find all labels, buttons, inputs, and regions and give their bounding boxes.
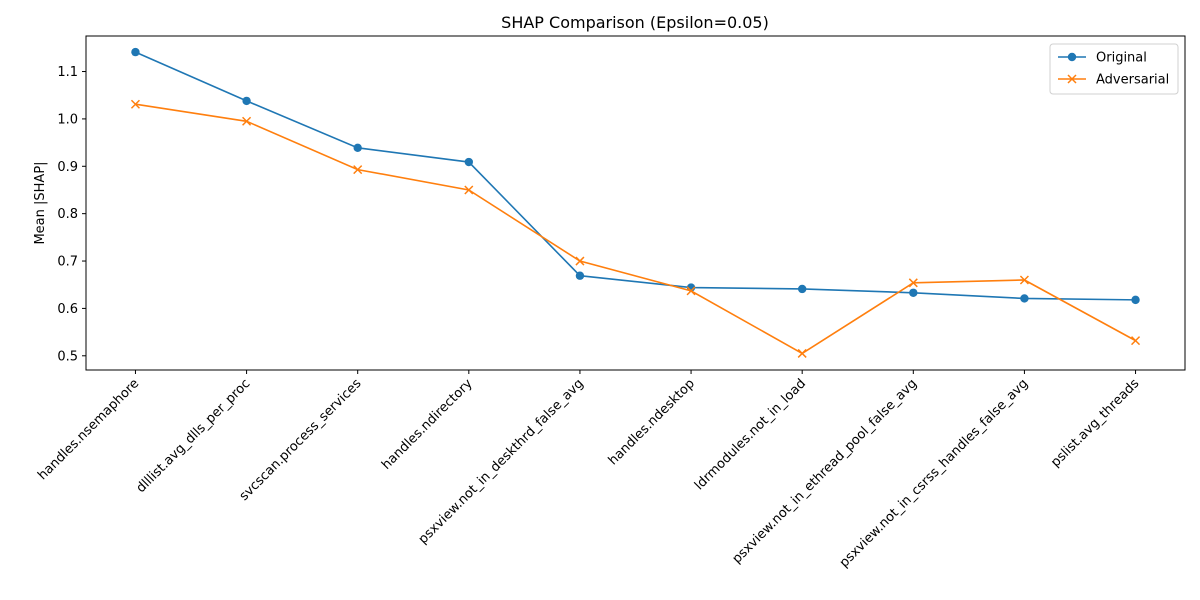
data-point [797,284,807,294]
series-adversarial [130,99,1141,358]
x-tick-label: pslist.avg_threads [1048,376,1142,470]
legend-marker [1067,74,1077,84]
y-axis-label: Mean |SHAP| [33,161,48,244]
x-tick-label: handles.nsemaphore [35,376,142,483]
series-line [135,51,1136,301]
data-point [686,286,696,296]
x-tick-label: handles.ndesktop [606,376,698,468]
legend-marker [1067,52,1077,62]
data-point [242,96,251,106]
data-point [1020,294,1029,303]
y-tick-label: 0.9 [57,160,78,175]
data-point [353,143,362,153]
data-point [464,185,474,195]
x-tick-label: ldrmodules.not_in_load [692,376,809,493]
series-line [135,103,1136,355]
y-tick-label: 0.5 [57,349,78,364]
x-tick-label: svcscan.process_services [237,376,365,504]
y-tick-label: 0.8 [57,207,78,222]
x-tick-label: handles.ndirectory [379,376,476,473]
legend-item: Original [1058,51,1147,66]
data-point [797,348,807,358]
legend-label: Original [1096,51,1147,66]
x-tick-label: psxview.not_in_ethread_pool_false_avg [730,376,921,567]
series-layer [130,47,1141,358]
legend-label: Adversarial [1096,73,1169,88]
x-tick-label: psxview.not_in_csrss_handles_false_avg [837,376,1031,570]
y-axis: 0.5 0.6 0.7 0.8 0.9 1.0 1.1 [57,65,86,364]
data-point [464,157,474,167]
y-tick-label: 1.0 [57,112,78,127]
plot-frame [85,35,1186,371]
y-tick-label: 0.6 [57,302,78,317]
data-point [575,271,585,280]
data-point [242,116,252,126]
legend: Original Adversarial [1049,43,1179,95]
legend-item: Adversarial [1058,73,1169,88]
data-point [353,165,363,175]
data-point [131,47,140,57]
x-tick-label: dlllist.avg_dlls_per_proc [134,376,254,496]
data-point [575,256,585,266]
data-point [1131,336,1141,346]
y-tick-label: 1.1 [57,65,78,80]
y-tick-label: 0.7 [57,255,78,270]
y-axis-label-group: Mean |SHAP| [33,161,48,244]
data-point [1019,275,1029,285]
data-point [130,99,140,109]
series-original [131,47,1140,305]
data-point [1131,295,1140,305]
data-point [909,288,918,297]
chart-title: SHAP Comparison (Epsilon=0.05) [501,13,769,32]
data-point [908,278,918,288]
x-axis: handles.nsemaphoredlllist.avg_dlls_per_p… [35,370,1143,571]
